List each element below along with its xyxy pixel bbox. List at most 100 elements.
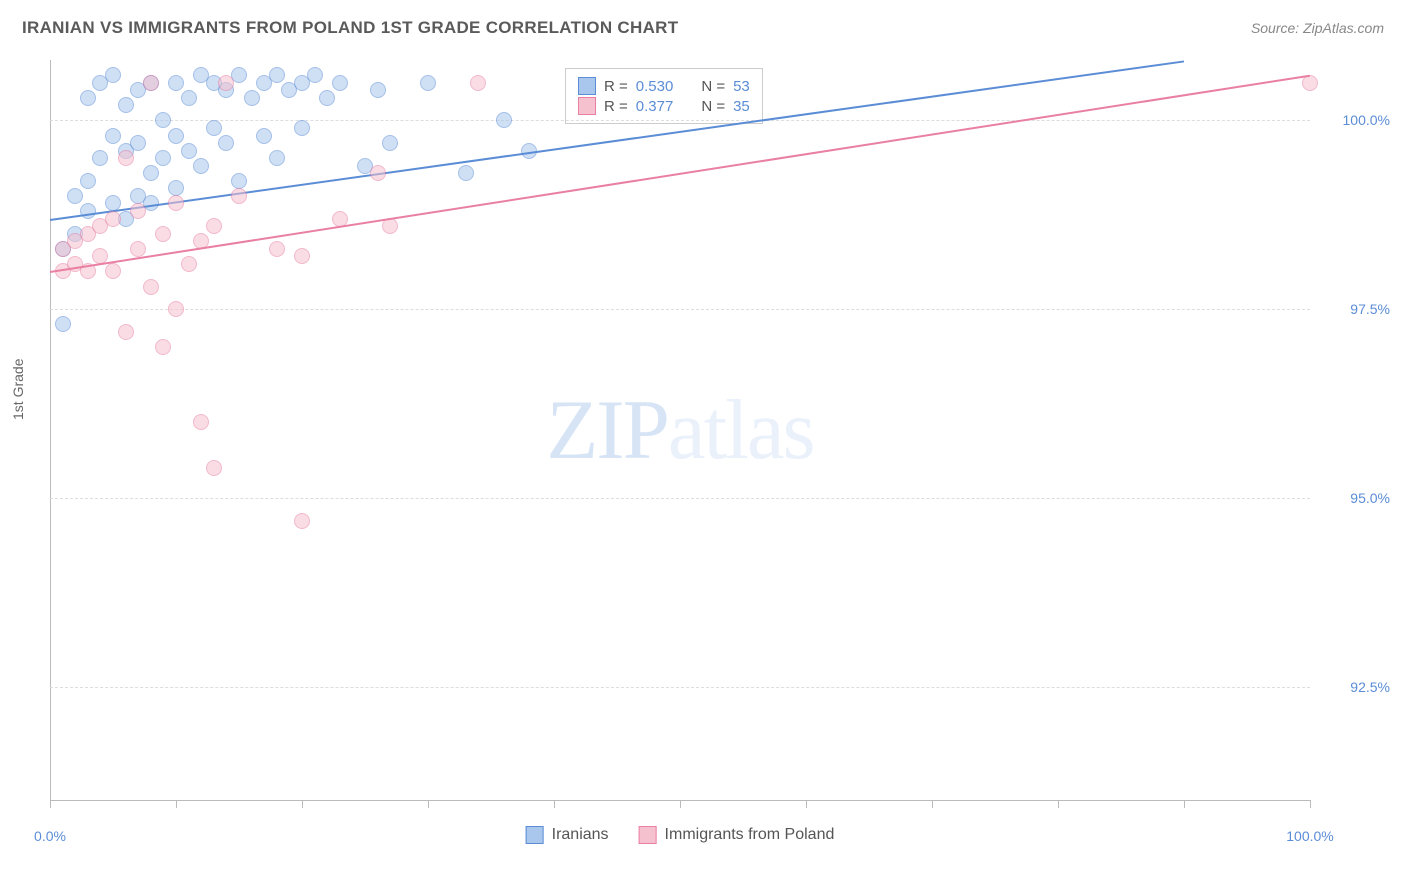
scatter-point <box>143 165 159 181</box>
stats-legend-row: R = 0.377 N = 35 <box>578 97 750 115</box>
scatter-point <box>80 203 96 219</box>
scatter-point <box>105 67 121 83</box>
grid-line <box>50 498 1310 499</box>
scatter-point <box>105 211 121 227</box>
x-tick <box>806 800 807 808</box>
chart-title: IRANIAN VS IMMIGRANTS FROM POLAND 1ST GR… <box>22 18 678 38</box>
scatter-point <box>231 173 247 189</box>
scatter-point <box>206 120 222 136</box>
r-value: 0.377 <box>636 98 674 115</box>
scatter-point <box>155 226 171 242</box>
scatter-point <box>55 316 71 332</box>
scatter-point <box>269 241 285 257</box>
scatter-point <box>67 188 83 204</box>
x-tick <box>428 800 429 808</box>
n-label: N = <box>701 78 725 95</box>
scatter-point <box>80 90 96 106</box>
scatter-point <box>231 188 247 204</box>
r-label: R = <box>604 98 628 115</box>
n-label: N = <box>701 98 725 115</box>
x-tick <box>554 800 555 808</box>
grid-line <box>50 120 1310 121</box>
scatter-point <box>218 135 234 151</box>
scatter-point <box>458 165 474 181</box>
scatter-point <box>470 75 486 91</box>
y-axis-label: 1st Grade <box>10 359 26 420</box>
scatter-chart: ZIPatlas R = 0.530N = 53R = 0.377N = 35 … <box>50 60 1310 800</box>
x-tick <box>176 800 177 808</box>
scatter-point <box>181 143 197 159</box>
scatter-point <box>294 120 310 136</box>
legend-item: Immigrants from Poland <box>639 826 835 844</box>
scatter-point <box>105 128 121 144</box>
x-tick <box>680 800 681 808</box>
scatter-point <box>206 460 222 476</box>
scatter-point <box>92 150 108 166</box>
stats-legend-row: R = 0.530 N = 53 <box>578 77 750 95</box>
scatter-point <box>168 75 184 91</box>
grid-line <box>50 309 1310 310</box>
y-axis-line <box>50 60 51 800</box>
scatter-point <box>118 150 134 166</box>
x-tick <box>1184 800 1185 808</box>
legend-label: Iranians <box>552 826 609 844</box>
x-tick <box>50 800 51 808</box>
source-attribution: Source: ZipAtlas.com <box>1251 20 1384 36</box>
x-tick <box>1310 800 1311 808</box>
legend-swatch <box>578 97 596 115</box>
n-value: 35 <box>733 98 750 115</box>
legend-label: Immigrants from Poland <box>665 826 835 844</box>
x-tick <box>302 800 303 808</box>
y-tick-label: 95.0% <box>1350 490 1390 506</box>
scatter-point <box>294 513 310 529</box>
scatter-point <box>130 203 146 219</box>
scatter-point <box>168 180 184 196</box>
scatter-point <box>370 165 386 181</box>
x-tick-label: 0.0% <box>34 828 66 844</box>
scatter-point <box>269 150 285 166</box>
y-tick-label: 92.5% <box>1350 679 1390 695</box>
legend-swatch <box>526 826 544 844</box>
scatter-point <box>155 150 171 166</box>
scatter-point <box>269 67 285 83</box>
x-tick <box>932 800 933 808</box>
scatter-point <box>294 248 310 264</box>
scatter-point <box>181 90 197 106</box>
scatter-point <box>307 67 323 83</box>
scatter-point <box>420 75 436 91</box>
scatter-point <box>143 279 159 295</box>
scatter-point <box>496 112 512 128</box>
scatter-point <box>319 90 335 106</box>
r-value: 0.530 <box>636 78 674 95</box>
scatter-point <box>382 135 398 151</box>
x-tick-label: 100.0% <box>1286 828 1333 844</box>
r-label: R = <box>604 78 628 95</box>
scatter-point <box>80 173 96 189</box>
grid-line <box>50 687 1310 688</box>
scatter-point <box>218 75 234 91</box>
scatter-point <box>155 339 171 355</box>
y-tick-label: 100.0% <box>1343 112 1390 128</box>
scatter-point <box>168 128 184 144</box>
scatter-point <box>155 112 171 128</box>
legend-item: Iranians <box>526 826 609 844</box>
scatter-point <box>130 135 146 151</box>
scatter-point <box>244 90 260 106</box>
y-tick-label: 97.5% <box>1350 301 1390 317</box>
legend-swatch <box>639 826 657 844</box>
scatter-point <box>118 97 134 113</box>
scatter-point <box>206 218 222 234</box>
scatter-point <box>105 263 121 279</box>
watermark: ZIPatlas <box>546 381 813 479</box>
x-tick <box>1058 800 1059 808</box>
scatter-point <box>168 301 184 317</box>
scatter-point <box>370 82 386 98</box>
scatter-point <box>256 128 272 144</box>
scatter-point <box>143 75 159 91</box>
scatter-point <box>332 75 348 91</box>
n-value: 53 <box>733 78 750 95</box>
scatter-point <box>168 195 184 211</box>
scatter-point <box>193 414 209 430</box>
legend-swatch <box>578 77 596 95</box>
scatter-point <box>130 241 146 257</box>
